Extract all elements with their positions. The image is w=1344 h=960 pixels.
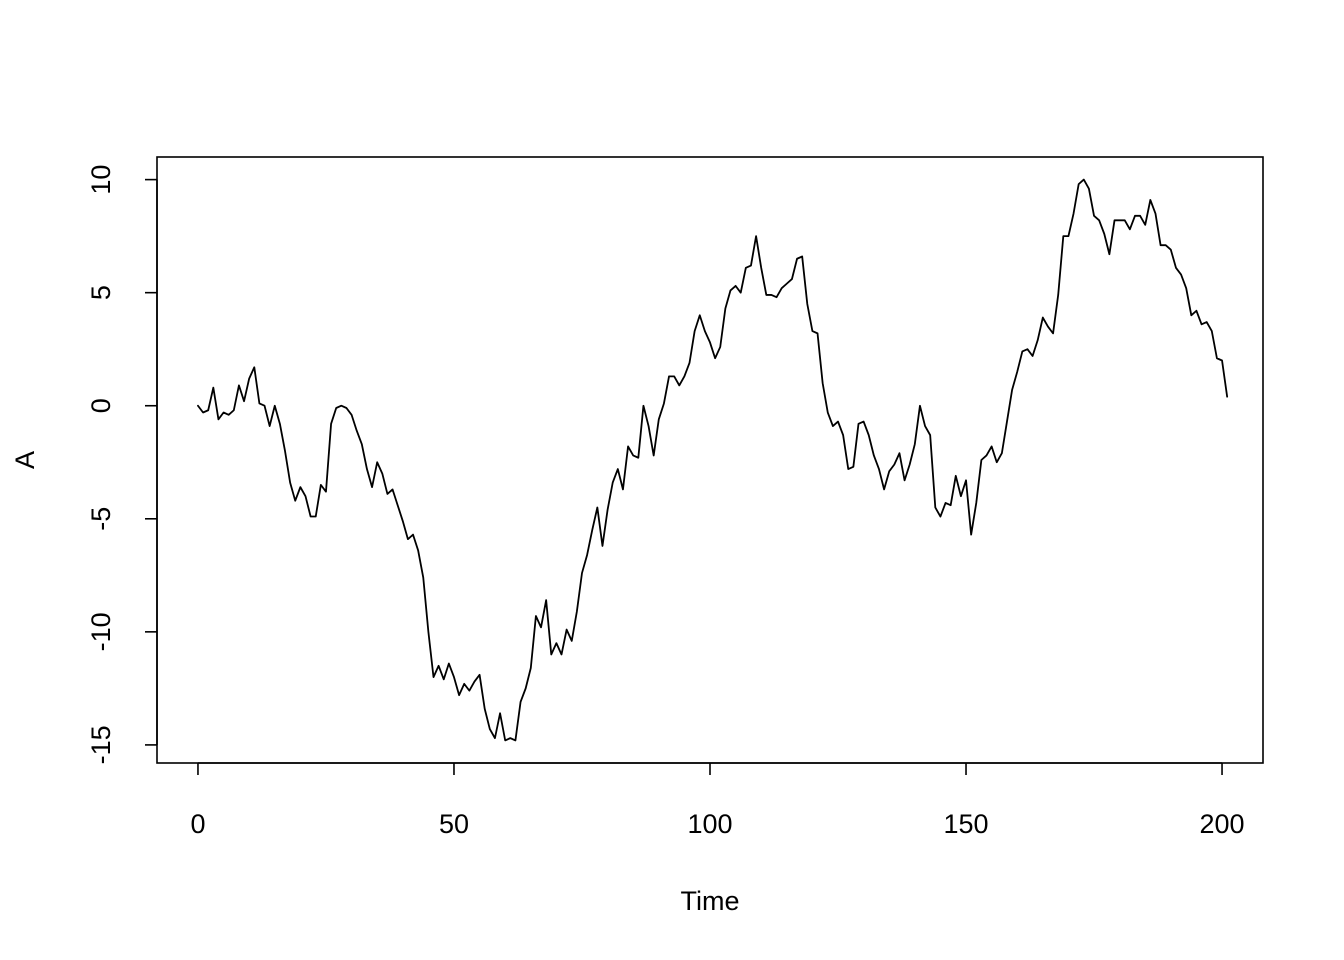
x-axis-title: Time [681, 886, 740, 916]
plot-box [156, 156, 1264, 764]
y-tick-label: -15 [86, 725, 116, 764]
y-axis-title: A [10, 451, 40, 469]
series-layer [197, 178, 1229, 742]
y-tick-label: 0 [86, 398, 116, 413]
y-tick-label: 5 [86, 285, 116, 300]
x-tick-label: 50 [439, 809, 469, 839]
x-tick-label: 0 [190, 809, 205, 839]
x-tick-label: 200 [1200, 809, 1245, 839]
y-axis: -15 -10 -5 0 5 10 [86, 165, 158, 764]
y-tick-label: 10 [86, 165, 116, 195]
y-tick-label: -10 [86, 612, 116, 651]
y-tick-label: -5 [86, 507, 116, 531]
x-tick-label: 100 [687, 809, 732, 839]
x-axis: 0 50 100 150 200 [190, 762, 1245, 839]
x-tick-label: 150 [943, 809, 988, 839]
series-line [197, 178, 1229, 742]
